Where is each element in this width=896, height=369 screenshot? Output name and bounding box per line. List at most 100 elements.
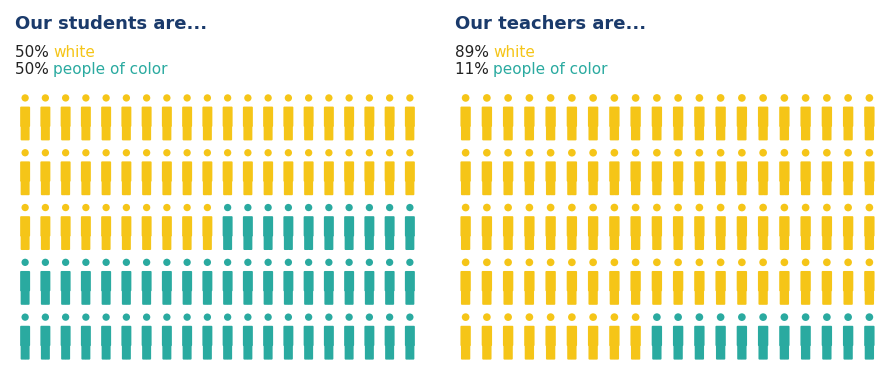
FancyBboxPatch shape (657, 289, 661, 305)
FancyBboxPatch shape (652, 125, 658, 141)
FancyBboxPatch shape (101, 326, 111, 346)
FancyBboxPatch shape (365, 271, 375, 291)
FancyBboxPatch shape (202, 326, 212, 346)
Circle shape (163, 259, 170, 266)
FancyBboxPatch shape (567, 289, 573, 305)
FancyBboxPatch shape (244, 125, 248, 141)
Circle shape (653, 204, 660, 211)
FancyBboxPatch shape (589, 235, 594, 250)
Circle shape (844, 94, 852, 102)
FancyBboxPatch shape (24, 125, 30, 141)
FancyBboxPatch shape (525, 235, 530, 250)
FancyBboxPatch shape (65, 344, 70, 360)
Circle shape (163, 94, 170, 101)
FancyBboxPatch shape (657, 235, 661, 250)
FancyBboxPatch shape (323, 107, 334, 127)
Circle shape (305, 259, 313, 266)
FancyBboxPatch shape (202, 180, 208, 195)
FancyBboxPatch shape (614, 125, 619, 141)
Circle shape (717, 204, 725, 211)
FancyBboxPatch shape (504, 125, 509, 141)
FancyBboxPatch shape (546, 235, 551, 250)
Circle shape (22, 204, 29, 211)
FancyBboxPatch shape (365, 180, 370, 195)
FancyBboxPatch shape (345, 235, 349, 250)
FancyBboxPatch shape (529, 125, 534, 141)
FancyBboxPatch shape (61, 271, 71, 291)
FancyBboxPatch shape (61, 180, 66, 195)
FancyBboxPatch shape (409, 125, 414, 141)
FancyBboxPatch shape (677, 180, 683, 195)
FancyBboxPatch shape (384, 326, 394, 346)
FancyBboxPatch shape (865, 107, 874, 127)
Circle shape (461, 204, 470, 211)
FancyBboxPatch shape (345, 344, 349, 360)
Circle shape (346, 94, 353, 101)
FancyBboxPatch shape (524, 216, 535, 237)
FancyBboxPatch shape (525, 289, 530, 305)
FancyBboxPatch shape (186, 344, 192, 360)
FancyBboxPatch shape (106, 180, 110, 195)
Circle shape (102, 94, 110, 101)
FancyBboxPatch shape (207, 180, 211, 195)
FancyBboxPatch shape (20, 216, 30, 237)
FancyBboxPatch shape (588, 271, 599, 291)
FancyBboxPatch shape (308, 289, 313, 305)
FancyBboxPatch shape (614, 289, 619, 305)
FancyBboxPatch shape (699, 289, 704, 305)
Circle shape (22, 149, 29, 156)
FancyBboxPatch shape (384, 271, 394, 291)
FancyBboxPatch shape (525, 125, 530, 141)
Circle shape (22, 259, 29, 266)
FancyBboxPatch shape (244, 344, 248, 360)
Circle shape (42, 204, 49, 211)
FancyBboxPatch shape (349, 344, 354, 360)
FancyBboxPatch shape (759, 125, 763, 141)
Circle shape (203, 314, 211, 321)
Circle shape (844, 259, 852, 266)
Circle shape (82, 259, 90, 266)
FancyBboxPatch shape (369, 289, 374, 305)
FancyBboxPatch shape (61, 107, 71, 127)
FancyBboxPatch shape (243, 107, 253, 127)
Circle shape (632, 94, 640, 102)
Circle shape (386, 204, 393, 211)
FancyBboxPatch shape (525, 344, 530, 360)
FancyBboxPatch shape (806, 235, 810, 250)
FancyBboxPatch shape (389, 289, 394, 305)
FancyBboxPatch shape (61, 216, 71, 237)
Circle shape (504, 313, 512, 321)
FancyBboxPatch shape (631, 271, 641, 291)
FancyBboxPatch shape (758, 107, 768, 127)
FancyBboxPatch shape (405, 326, 415, 346)
FancyBboxPatch shape (869, 180, 874, 195)
FancyBboxPatch shape (323, 216, 334, 237)
Circle shape (483, 204, 491, 211)
Circle shape (610, 149, 618, 156)
FancyBboxPatch shape (82, 180, 86, 195)
FancyBboxPatch shape (694, 180, 700, 195)
Text: 11%: 11% (455, 62, 494, 77)
Circle shape (184, 94, 191, 101)
FancyBboxPatch shape (609, 271, 619, 291)
FancyBboxPatch shape (344, 216, 354, 237)
FancyBboxPatch shape (263, 271, 273, 291)
Circle shape (143, 259, 151, 266)
FancyBboxPatch shape (465, 180, 470, 195)
FancyBboxPatch shape (223, 180, 228, 195)
FancyBboxPatch shape (283, 271, 293, 291)
FancyBboxPatch shape (263, 125, 269, 141)
FancyBboxPatch shape (508, 344, 513, 360)
FancyBboxPatch shape (142, 289, 147, 305)
FancyBboxPatch shape (482, 271, 492, 291)
Circle shape (547, 204, 555, 211)
Circle shape (203, 259, 211, 266)
FancyBboxPatch shape (694, 125, 700, 141)
FancyBboxPatch shape (308, 344, 313, 360)
FancyBboxPatch shape (385, 235, 390, 250)
FancyBboxPatch shape (81, 216, 90, 237)
FancyBboxPatch shape (349, 180, 354, 195)
FancyBboxPatch shape (304, 107, 314, 127)
FancyBboxPatch shape (122, 289, 127, 305)
FancyBboxPatch shape (106, 125, 110, 141)
